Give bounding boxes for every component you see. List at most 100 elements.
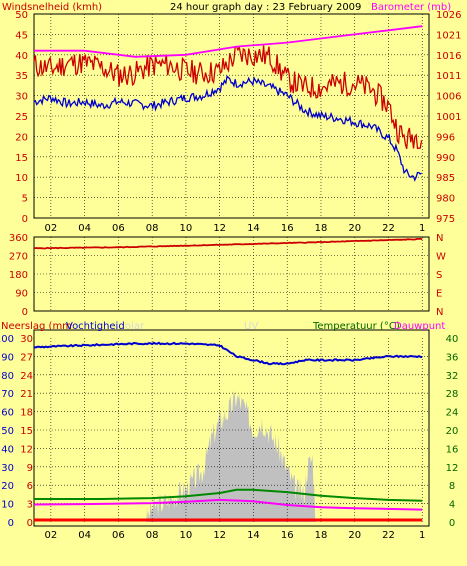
y-tick-label: 9 (27, 463, 33, 474)
humidity-y-ticks: 0 10 20 30 40 50 60 70 80 90 100 (0, 334, 14, 529)
y-tick-label: W (436, 252, 446, 263)
x-tick-label: 16 (281, 530, 294, 541)
humidity-lines (33, 341, 423, 522)
solar-label: olar (125, 321, 145, 332)
y-tick-label: 20 (1, 481, 14, 492)
x-tick-label: 12 (213, 530, 226, 541)
y-tick-label: 0 (449, 518, 455, 529)
y-tick-label: 975 (436, 214, 455, 225)
chart-title: 24 hour graph day : 23 February 2009 (170, 2, 361, 13)
direction-line (33, 237, 423, 250)
direction-y-ticks: 0 90 180 270 360 (9, 233, 28, 318)
humidity-x-ticks: 02 04 06 08 10 12 14 16 18 20 22 1 (45, 530, 426, 541)
y-tick-label: 16 (446, 444, 459, 455)
y-tick-label: 1011 (436, 71, 461, 82)
x-tick-label: 04 (78, 530, 91, 541)
y-tick-label: 32 (446, 371, 459, 382)
wind-x-ticks: 02 04 06 08 10 12 14 16 18 20 22 1 (45, 223, 426, 234)
y-tick-label: 3 (27, 500, 33, 511)
y-tick-label: 4 (449, 500, 455, 511)
y-tick-label: 20 (15, 132, 28, 143)
y-tick-label: 30 (20, 334, 33, 345)
x-tick-label: 02 (45, 223, 58, 234)
x-tick-label: 20 (348, 530, 361, 541)
x-tick-label: 14 (247, 530, 260, 541)
rain-y-ticks: 0 3 6 9 12 15 18 21 24 27 30 (20, 334, 33, 529)
y-tick-label: 1006 (436, 92, 461, 103)
gust-line (33, 45, 423, 149)
wind-barometer-panel: 0 5 10 15 20 25 30 35 40 45 50 975 980 985 990 996 1001… (2, 2, 461, 234)
y-tick-label: 1001 (436, 112, 461, 123)
direction-line (33, 237, 423, 250)
temperatuur-label: Temperatuur (°C) (312, 321, 400, 332)
barometer-y-ticks: 975 980 985 990 996 1001 1006 1011 1016 1021 1026 (436, 10, 461, 225)
dauwpunt-label: Dauwpunt (394, 321, 445, 332)
wind-grid (34, 14, 429, 218)
neerslag-label: Neerslag (mm (1, 321, 72, 332)
y-tick-label: 15 (15, 153, 28, 164)
vochtigheid-label: Vochtigheid (66, 321, 125, 332)
y-tick-label: 35 (15, 71, 28, 82)
x-tick-label: 08 (146, 223, 159, 234)
x-tick-label: 22 (382, 530, 395, 541)
x-tick-label: 14 (247, 223, 260, 234)
y-tick-label: 360 (9, 233, 28, 244)
y-tick-label: 60 (1, 408, 14, 419)
y-tick-label: 21 (20, 389, 33, 400)
y-tick-label: 40 (1, 444, 14, 455)
y-tick-label: 1021 (436, 30, 461, 41)
y-tick-label: 1026 (436, 10, 461, 21)
x-tick-label: 18 (315, 530, 328, 541)
barometer-axis-label: Barometer (mb) (371, 2, 451, 13)
y-tick-label: 45 (15, 30, 28, 41)
y-tick-label: 180 (9, 270, 28, 281)
y-tick-label: 5 (22, 194, 28, 205)
x-tick-label: 10 (180, 530, 193, 541)
y-tick-label: 0 (8, 518, 14, 529)
y-tick-label: 30 (15, 92, 28, 103)
y-tick-label: 27 (20, 352, 33, 363)
solar-area-fill (145, 390, 316, 522)
y-tick-label: 70 (1, 389, 14, 400)
x-tick-label: 08 (146, 530, 159, 541)
x-tick-label: 06 (112, 530, 125, 541)
y-tick-label: 270 (9, 252, 28, 263)
y-tick-label: 100 (0, 334, 14, 345)
y-tick-label: 40 (446, 334, 459, 345)
temperature-line (34, 488, 423, 502)
direction-grid (34, 237, 429, 311)
y-tick-label: 15 (20, 426, 33, 437)
barometer-line (34, 25, 423, 58)
y-tick-label: 20 (446, 426, 459, 437)
y-tick-label: 28 (446, 389, 459, 400)
wind-lines (33, 25, 423, 182)
x-tick-label: 10 (180, 223, 193, 234)
y-tick-label: 6 (27, 481, 33, 492)
x-tick-label: 22 (382, 223, 395, 234)
x-tick-label: 1 (419, 530, 425, 541)
y-tick-label: 24 (20, 371, 33, 382)
y-tick-label: 10 (1, 500, 14, 511)
y-tick-label: 0 (27, 518, 33, 529)
y-tick-label: N (436, 307, 443, 318)
uv-label: UV (244, 321, 258, 332)
y-tick-label: 40 (15, 51, 28, 62)
x-tick-label: 02 (45, 530, 58, 541)
y-tick-label: 1016 (436, 51, 461, 62)
y-tick-label: E (436, 289, 442, 300)
y-tick-label: 10 (15, 173, 28, 184)
y-tick-label: 996 (436, 132, 455, 143)
y-tick-label: S (436, 270, 442, 281)
y-tick-label: 80 (1, 371, 14, 382)
y-tick-label: 24 (446, 408, 459, 419)
x-tick-label: 04 (78, 223, 91, 234)
dewpoint-line (33, 498, 423, 511)
y-tick-label: 36 (446, 352, 459, 363)
y-tick-label: 50 (1, 426, 14, 437)
humidity-line (33, 341, 423, 366)
y-tick-label: 90 (15, 289, 28, 300)
y-tick-label: 0 (22, 214, 28, 225)
humidity-temperature-panel: 0102030405060708090100 03691215182124273… (0, 321, 458, 541)
